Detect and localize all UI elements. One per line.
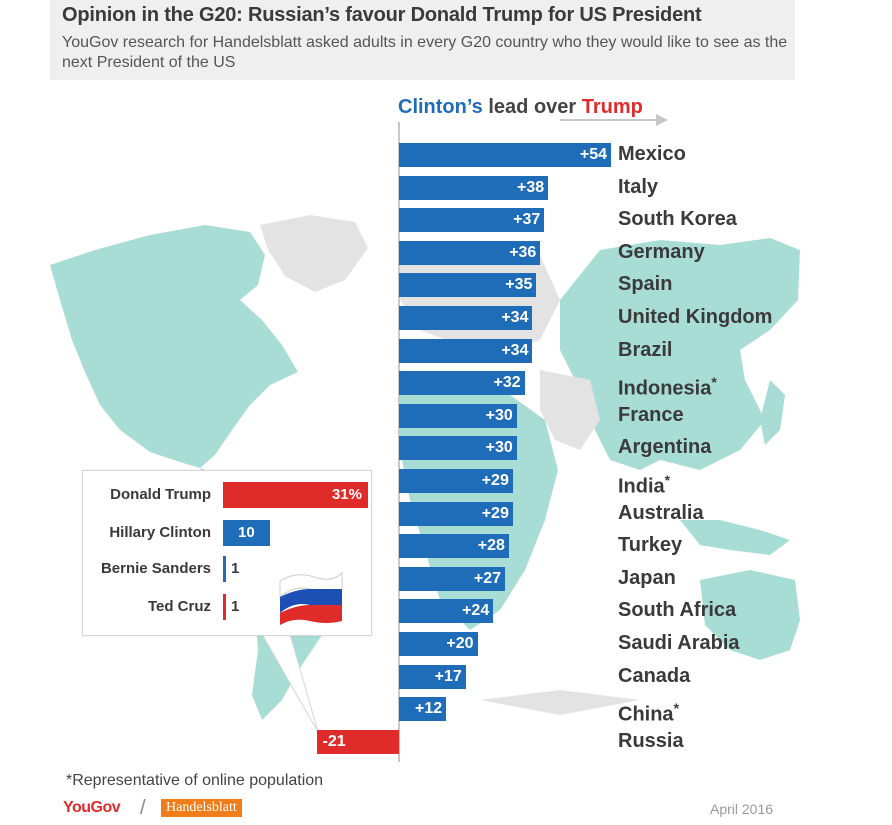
country-label: Japan (618, 566, 676, 590)
country-label: Saudi Arabia (618, 631, 740, 655)
country-name: Indonesia (618, 377, 712, 400)
logo-separator: / (140, 797, 146, 819)
country-label: Turkey (618, 533, 682, 557)
country-label: Argentina (618, 435, 711, 459)
candidate-name: Hillary Clinton (109, 524, 211, 541)
country-name: United Kingdom (618, 306, 773, 328)
russia-flag-icon (279, 571, 343, 625)
lead-bar: +30 (399, 436, 517, 461)
publication-date: April 2016 (710, 801, 774, 817)
country-label: United Kingdom (618, 305, 772, 329)
lead-bar: +27 (399, 566, 505, 591)
country-name: Mexico (618, 143, 686, 165)
page-subtitle: YouGov research for Handelsblatt asked a… (62, 34, 788, 71)
map-greenland (260, 215, 368, 292)
lead-bar: +24 (399, 599, 494, 624)
country-label: Brazil (618, 338, 672, 362)
country-name: Saudi Arabia (618, 632, 740, 654)
country-label: Spain (618, 272, 672, 296)
map-asia (560, 238, 800, 470)
lead-bar: +38 (399, 175, 549, 200)
lead-bar: +29 (399, 469, 513, 493)
chart-title-middle: lead over (482, 96, 582, 118)
country-label: Canada (618, 664, 690, 688)
country-label: China* (618, 696, 679, 727)
lead-bar: +30 (399, 403, 517, 428)
country-label: Italy (618, 175, 658, 199)
candidate-value: 1 (231, 598, 240, 615)
candidate-bar (223, 594, 226, 620)
lead-bar: +36 (399, 240, 541, 265)
chart-title: Clinton’s lead over Trump (398, 96, 643, 119)
handelsblatt-logo: Handelsblatt (161, 799, 242, 817)
country-label: India* (618, 468, 670, 499)
country-name: Germany (618, 240, 705, 263)
map-indonesia (680, 520, 790, 555)
lead-bar: +37 (399, 208, 545, 233)
country-name: Turkey (618, 534, 683, 557)
candidate-bar: 31% (223, 482, 368, 508)
chart-title-arrow (560, 114, 668, 126)
candidate-bar (223, 556, 226, 582)
country-name: Japan (618, 566, 676, 589)
country-name: South Korea (618, 208, 737, 231)
country-name: Canada (618, 664, 691, 687)
lead-bar: +54 (399, 143, 611, 167)
country-label: Indonesia* (618, 370, 717, 401)
country-name: Australia (618, 501, 704, 524)
lead-bar: -21 (316, 729, 399, 754)
chart-title-trump: Trump (581, 96, 643, 118)
country-label: South Korea (618, 207, 737, 231)
country-name: Brazil (618, 338, 673, 361)
country-label: Mexico (618, 142, 686, 166)
country-footnote-mark: * (664, 472, 671, 488)
map-japan (760, 380, 785, 445)
russia-inset-panel: Donald Trump 31% Hillary Clinton 10 Bernie S… (82, 470, 372, 636)
page-title: Opinion in the G20: Russian’s favour Don… (62, 4, 702, 26)
country-label: Germany (618, 240, 705, 264)
footnote: *Representative of online population (66, 772, 324, 789)
header-panel (50, 0, 795, 80)
country-name: South Africa (618, 599, 737, 622)
candidate-name: Bernie Sanders (100, 560, 211, 577)
country-name: Argentina (618, 436, 712, 459)
lead-bar: +32 (399, 371, 525, 396)
map-australia (700, 570, 800, 660)
map-middle-east (540, 370, 600, 450)
chart-title-clinton: Clinton’s (398, 96, 483, 118)
country-label: South Africa (618, 598, 736, 622)
country-label: Australia (618, 501, 704, 525)
country-name: India (618, 475, 665, 498)
country-name: China (618, 703, 674, 726)
country-footnote-mark: * (711, 374, 717, 391)
country-name: Italy (618, 175, 659, 198)
map-antarctica (480, 690, 640, 715)
country-name: Spain (618, 273, 673, 296)
candidate-name: Donald Trump (110, 486, 211, 503)
lead-bar: +35 (399, 273, 537, 298)
yougov-logo: YouGov (63, 799, 121, 816)
country-footnote-mark: * (673, 700, 680, 717)
lead-bar: +29 (399, 501, 513, 526)
lead-bar: +28 (399, 534, 509, 559)
map-north-america (50, 225, 298, 468)
country-label: Russia (618, 729, 684, 753)
lead-bar: +20 (399, 632, 478, 656)
lead-bar: +34 (399, 306, 533, 330)
candidate-value: 1 (231, 560, 240, 577)
lead-bar: +17 (399, 664, 466, 689)
country-name: Russia (618, 729, 684, 752)
lead-bar: +12 (399, 697, 447, 722)
country-label: France (618, 403, 684, 427)
lead-bar: +34 (399, 338, 533, 363)
country-name: France (618, 403, 684, 426)
candidate-bar: 10 (223, 520, 270, 546)
candidate-name: Ted Cruz (147, 598, 211, 615)
